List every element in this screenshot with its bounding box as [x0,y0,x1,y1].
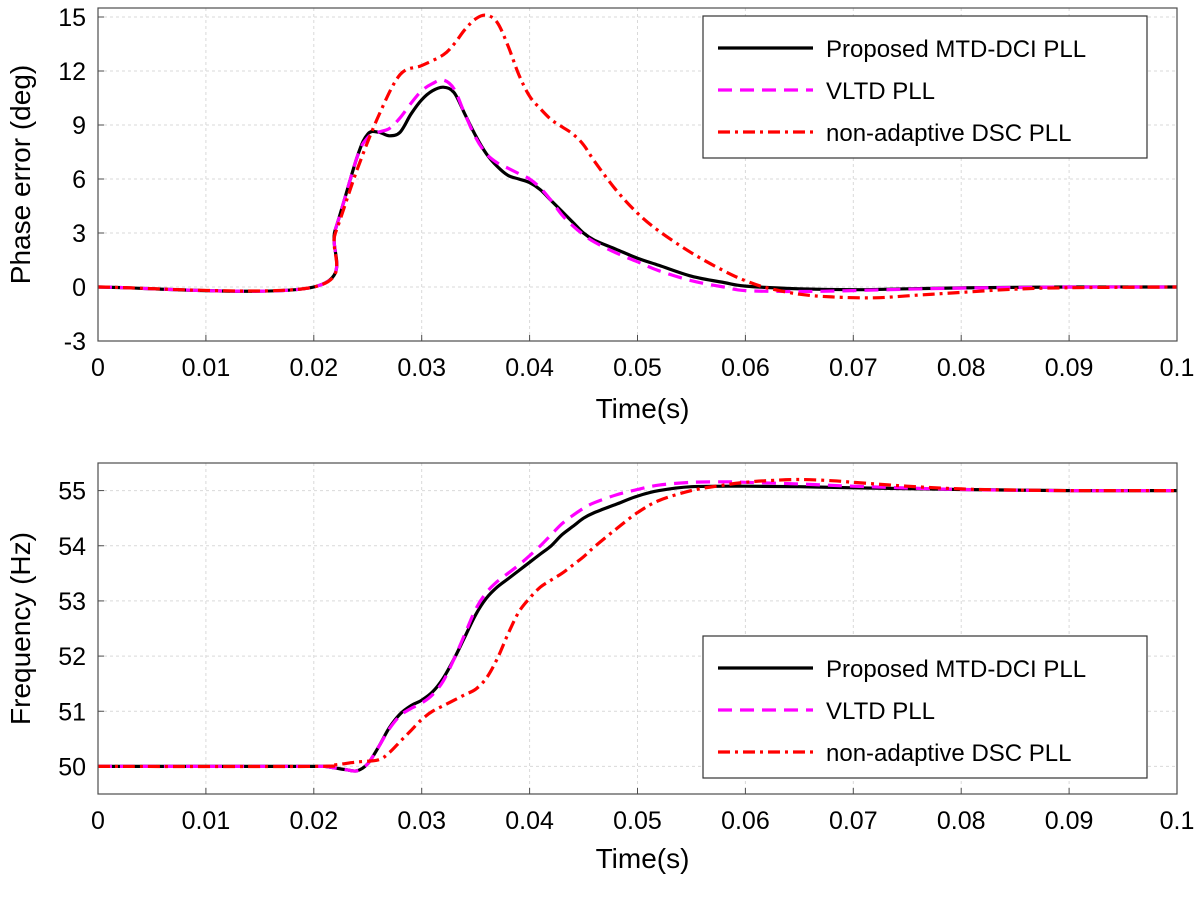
x-axis-label: Time(s) [596,843,690,874]
x-tick-label: 0.01 [182,354,231,382]
x-tick-label: 0 [91,807,105,835]
x-tick-label: 0.07 [829,354,878,382]
legend-label-2: non-adaptive DSC PLL [826,120,1071,147]
x-tick-label: 0.01 [182,807,231,835]
x-tick-label: 0.02 [289,354,338,382]
x-tick-label: 0.06 [721,354,770,382]
y-tick-label: 15 [58,4,86,32]
legend: Proposed MTD-DCI PLL VLTD PLL non-adaptive… [702,635,1148,779]
series-line-2 [98,477,1177,769]
x-tick-label: 0.07 [829,807,878,835]
y-tick-label: 51 [58,698,86,726]
y-tick-label: 52 [58,643,86,671]
y-axis-label: Phase error (deg) [5,65,36,284]
x-tick-label: 0.06 [721,807,770,835]
y-axis-label: Frequency (Hz) [5,532,36,725]
x-tick-label: 0.03 [397,807,446,835]
y-tick-label: 0 [72,274,86,302]
axes-frame [97,462,1178,795]
y-tick-label: 55 [58,478,86,506]
x-tick-label: 0.04 [505,807,554,835]
x-tick-label: 0.09 [1045,354,1094,382]
x-tick-label: 0.09 [1045,807,1094,835]
y-tick-label: 54 [58,533,86,561]
frequency-chart: 0 0.01 0.02 0.03 0.04 0.05 0.06 0.07 0.08 0.09 0.1… [5,462,1195,874]
phase-error-chart: 0 0.01 0.02 0.03 0.04 0.05 0.06 0.07 0.08 0.09 0.1… [5,4,1194,424]
y-tick-label: 53 [58,588,86,616]
series-group [98,477,1177,773]
x-tick-label: 0.08 [937,354,986,382]
series-line-0 [98,85,1177,293]
x-tick-label: 0.08 [937,807,986,835]
axes-frame [97,7,1178,342]
y-tick-label: 12 [58,58,86,86]
x-tick-label: 0.02 [289,807,338,835]
x-tick-label: 0.1 [1160,354,1195,382]
x-tick-label: 0.1 [1160,807,1195,835]
legend-box [702,635,1148,779]
x-tick-label: 0 [91,354,105,382]
x-axis-label: Time(s) [596,393,690,424]
x-tick-label: 0.03 [397,354,446,382]
legend-label-2: non-adaptive DSC PLL [826,740,1071,767]
x-tick-label: 0.05 [613,354,662,382]
y-tick-label: 9 [72,112,86,140]
series-line-1 [98,78,1177,294]
x-tick-label: 0.04 [505,354,554,382]
y-tick-label: 50 [58,753,86,781]
x-tick-label: 0.05 [613,807,662,835]
legend-label-0: Proposed MTD-DCI PLL [826,36,1086,63]
y-tick-label: -3 [64,328,86,356]
series-line-2 [98,13,1177,300]
series-group [98,13,1177,300]
legend-label-1: VLTD PLL [826,698,935,725]
legend-label-1: VLTD PLL [826,78,935,105]
y-tick-label: 6 [72,166,86,194]
legend-box [702,15,1148,159]
y-tick-label: 3 [72,220,86,248]
legend-label-0: Proposed MTD-DCI PLL [826,656,1086,683]
legend: Proposed MTD-DCI PLL VLTD PLL non-adaptive… [702,15,1148,159]
series-line-1 [98,480,1177,773]
